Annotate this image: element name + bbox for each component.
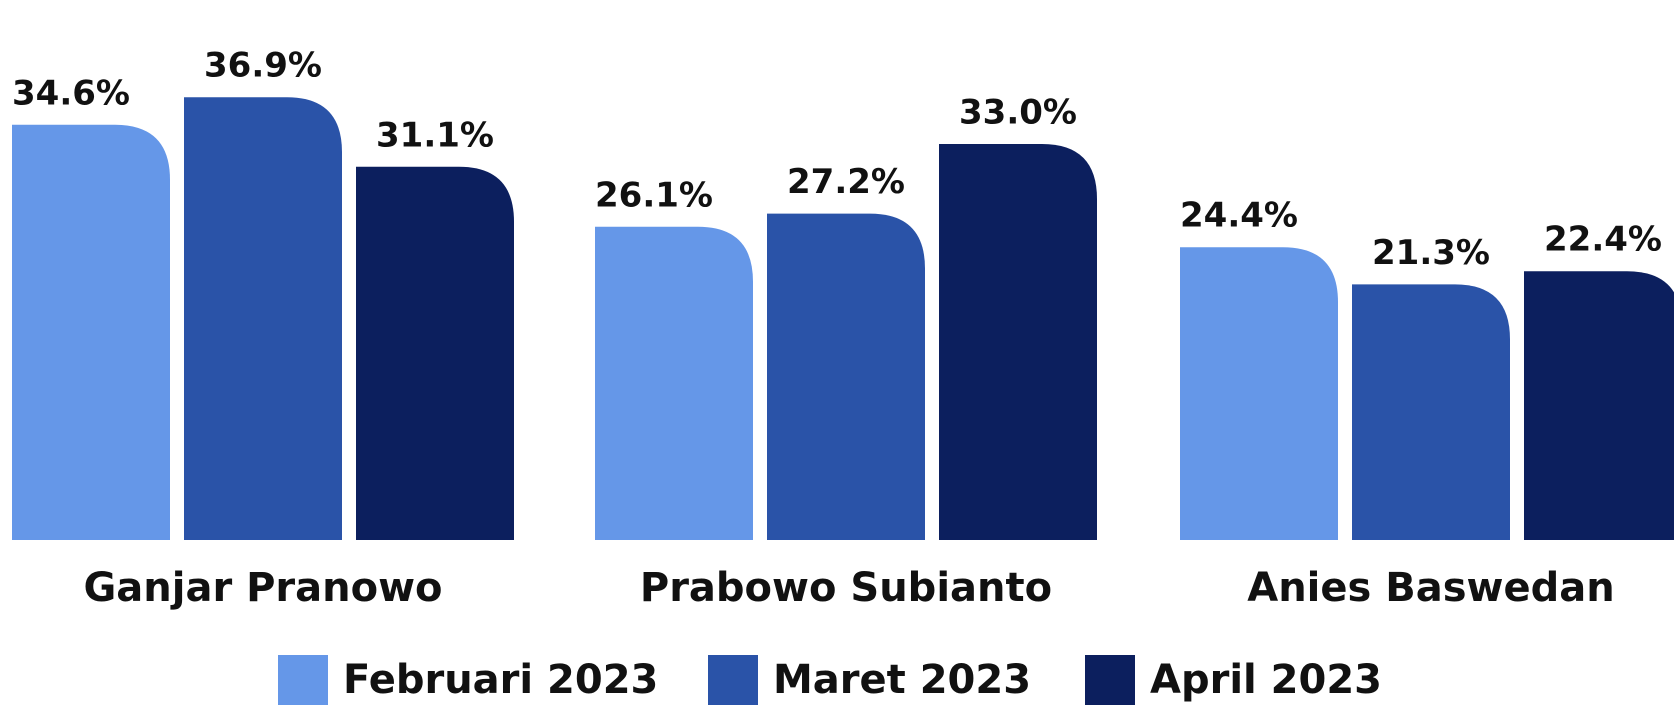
value-label: 31.1%: [376, 115, 494, 155]
value-label: 24.4%: [1180, 196, 1298, 236]
bar: [1352, 284, 1510, 540]
chart: 34.6% 36.9% 31.1% Ganjar Pranowo 26.1% 27.2% 3…: [0, 0, 1674, 707]
bar: [1524, 271, 1674, 540]
category-label: Anies Baswedan: [1247, 565, 1614, 611]
legend-label: Februari 2023: [343, 657, 658, 703]
legend-label: Maret 2023: [773, 657, 1031, 703]
legend-swatch: [708, 655, 758, 705]
value-label: 22.4%: [1544, 220, 1662, 260]
category-label: Prabowo Subianto: [640, 565, 1052, 611]
bar: [184, 97, 342, 540]
legend-swatch: [278, 655, 328, 705]
bar: [595, 227, 753, 540]
legend-label: April 2023: [1150, 657, 1382, 703]
bar: [939, 144, 1097, 540]
value-label: 21.3%: [1372, 233, 1490, 273]
value-label: 27.2%: [787, 162, 905, 202]
page: 34.6% 36.9% 31.1% Ganjar Pranowo 26.1% 27.2% 3…: [0, 0, 1674, 707]
bar: [1180, 247, 1338, 540]
value-label: 26.1%: [595, 175, 713, 215]
legend-swatch: [1085, 655, 1135, 705]
value-label: 34.6%: [12, 73, 130, 113]
bar: [12, 125, 170, 540]
bar: [356, 167, 514, 540]
value-label: 33.0%: [959, 93, 1077, 133]
value-label: 36.9%: [204, 46, 322, 86]
bar: [767, 214, 925, 540]
category-label: Ganjar Pranowo: [83, 565, 442, 611]
